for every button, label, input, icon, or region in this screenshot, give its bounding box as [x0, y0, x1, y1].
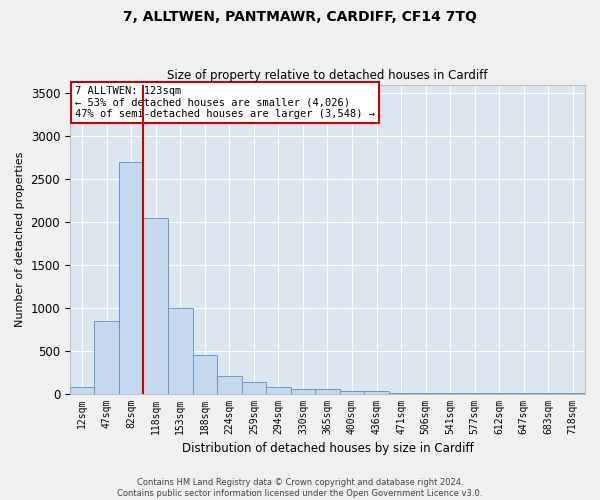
Bar [70, 387, 94, 394]
Bar [389, 392, 413, 394]
Title: Size of property relative to detached houses in Cardiff: Size of property relative to detached ho… [167, 69, 488, 82]
Bar [315, 390, 340, 394]
Text: Contains HM Land Registry data © Crown copyright and database right 2024.
Contai: Contains HM Land Registry data © Crown c… [118, 478, 482, 498]
X-axis label: Distribution of detached houses by size in Cardiff: Distribution of detached houses by size … [182, 442, 473, 455]
Bar [340, 390, 364, 394]
Bar [290, 390, 315, 394]
Bar [217, 376, 242, 394]
Text: 7 ALLTWEN: 123sqm
← 53% of detached houses are smaller (4,026)
47% of semi-detac: 7 ALLTWEN: 123sqm ← 53% of detached hous… [75, 86, 375, 120]
Bar [193, 355, 217, 394]
Bar [143, 218, 168, 394]
Bar [119, 162, 143, 394]
Bar [242, 382, 266, 394]
Bar [94, 322, 119, 394]
Y-axis label: Number of detached properties: Number of detached properties [15, 152, 25, 326]
Bar [364, 392, 389, 394]
Bar [168, 308, 193, 394]
Bar [413, 392, 438, 394]
Bar [266, 387, 290, 394]
Text: 7, ALLTWEN, PANTMAWR, CARDIFF, CF14 7TQ: 7, ALLTWEN, PANTMAWR, CARDIFF, CF14 7TQ [123, 10, 477, 24]
